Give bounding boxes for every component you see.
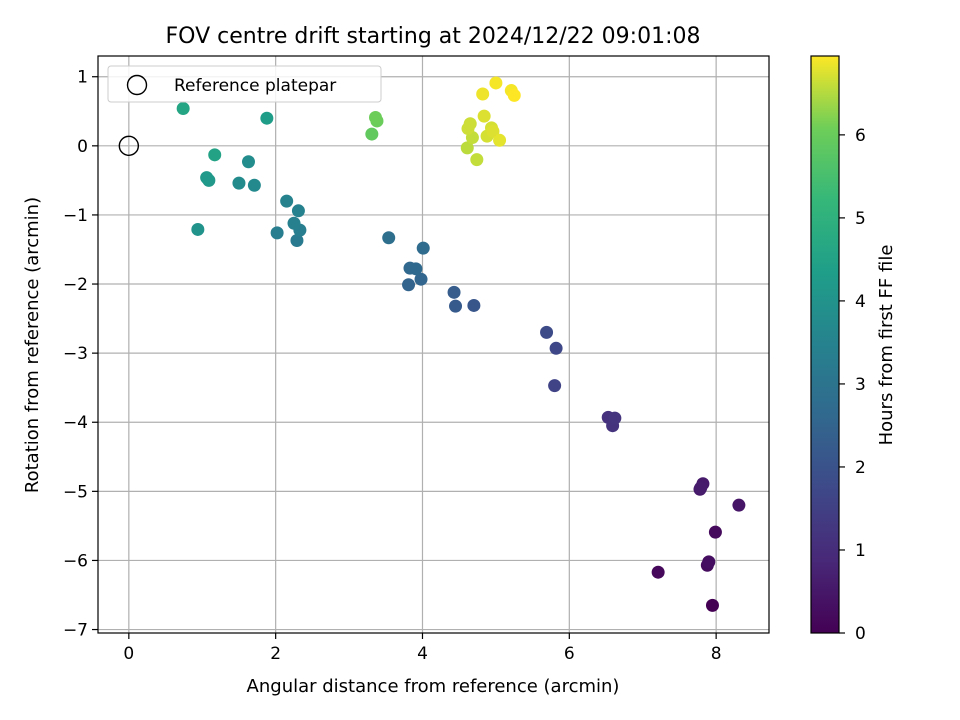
y-tick-label-4: −3 <box>63 344 88 364</box>
data-point-32 <box>241 155 255 169</box>
data-point-51 <box>493 133 507 147</box>
data-point-50 <box>486 124 500 138</box>
data-point-21 <box>409 262 423 276</box>
data-point-14 <box>540 325 554 339</box>
y-tick-label-2: −1 <box>63 206 88 226</box>
colorbar-tick-label-5: 5 <box>855 209 866 229</box>
x-tick-label-1: 2 <box>270 644 281 664</box>
x-tick-label-4: 8 <box>711 644 722 664</box>
reference-platepar-marker <box>118 135 140 157</box>
data-point-37 <box>176 102 190 116</box>
colorbar-tick-label-3: 3 <box>855 375 866 395</box>
y-tick-label-0: 1 <box>77 68 88 88</box>
data-point-12 <box>548 379 562 393</box>
data-point-41 <box>369 111 383 125</box>
data-point-33 <box>191 222 205 236</box>
plot-frame <box>97 55 770 634</box>
data-point-11 <box>608 411 622 425</box>
data-point-27 <box>287 216 301 230</box>
y-axis-label: Rotation from reference (arcmin) <box>22 197 43 493</box>
legend-box <box>107 65 382 103</box>
data-point-18 <box>402 278 416 292</box>
colorbar-tick-label-6: 6 <box>855 126 866 146</box>
data-point-52 <box>476 87 490 101</box>
data-point-28 <box>291 204 305 218</box>
data-point-19 <box>414 272 428 286</box>
data-point-43 <box>470 153 484 167</box>
colorbar-gradient <box>810 55 840 634</box>
colorbar-tick-label-0: 0 <box>855 624 866 644</box>
data-point-35 <box>200 171 214 185</box>
data-point-42 <box>460 141 474 155</box>
data-points <box>118 76 746 612</box>
legend-label-reference: Reference platepar <box>174 76 336 96</box>
legend-marker-reference <box>126 74 148 96</box>
x-axis-label: Angular distance from reference (arcmin) <box>247 676 620 697</box>
y-tick-label-8: −7 <box>63 621 88 641</box>
legend: Reference platepar <box>107 65 382 103</box>
colorbar-tick-label-4: 4 <box>855 292 866 312</box>
data-point-8 <box>694 481 708 495</box>
data-point-3 <box>702 555 716 569</box>
data-point-25 <box>270 226 284 240</box>
data-point-53 <box>489 76 503 90</box>
data-point-0 <box>705 598 719 612</box>
chart-title: FOV centre drift starting at 2024/12/22 … <box>166 24 701 49</box>
y-tick-label-6: −5 <box>63 482 88 502</box>
grid-lines <box>98 56 769 633</box>
data-point-16 <box>449 299 463 313</box>
data-point-39 <box>365 127 379 141</box>
data-point-55 <box>507 88 521 102</box>
data-point-1 <box>651 565 665 579</box>
data-point-17 <box>447 285 461 299</box>
x-tick-label-2: 4 <box>417 644 428 664</box>
y-tick-label-7: −6 <box>63 551 88 571</box>
x-tick-label-3: 6 <box>564 644 575 664</box>
data-point-30 <box>247 178 261 192</box>
data-point-23 <box>382 231 396 245</box>
data-point-4 <box>708 525 722 539</box>
colorbar-tick-label-2: 2 <box>855 458 866 478</box>
y-tick-label-3: −2 <box>63 275 88 295</box>
data-point-31 <box>232 176 246 190</box>
colorbar-tick-label-1: 1 <box>855 541 866 561</box>
colorbar-label: Hours from first FF file <box>876 245 897 446</box>
data-point-38 <box>260 111 274 125</box>
colorbar: 0 1 2 3 4 5 6 Hours from first FF file <box>810 55 897 644</box>
data-point-49 <box>477 109 491 123</box>
x-tick-label-0: 0 <box>123 644 134 664</box>
x-axis-ticks: 0 2 4 6 8 <box>123 633 722 664</box>
data-point-13 <box>549 341 563 355</box>
data-point-36 <box>208 148 222 162</box>
y-tick-label-5: −4 <box>63 413 88 433</box>
colorbar-ticks: 0 1 2 3 4 5 6 <box>839 126 866 644</box>
data-point-46 <box>463 117 477 131</box>
data-point-15 <box>467 298 481 312</box>
data-point-24 <box>290 234 304 248</box>
y-axis-ticks: 1 0 −1 −2 −3 −4 −5 −6 −7 <box>63 68 98 641</box>
data-point-29 <box>280 194 294 208</box>
y-tick-label-1: 0 <box>77 137 88 157</box>
data-point-5 <box>732 498 746 512</box>
data-point-22 <box>416 241 430 255</box>
